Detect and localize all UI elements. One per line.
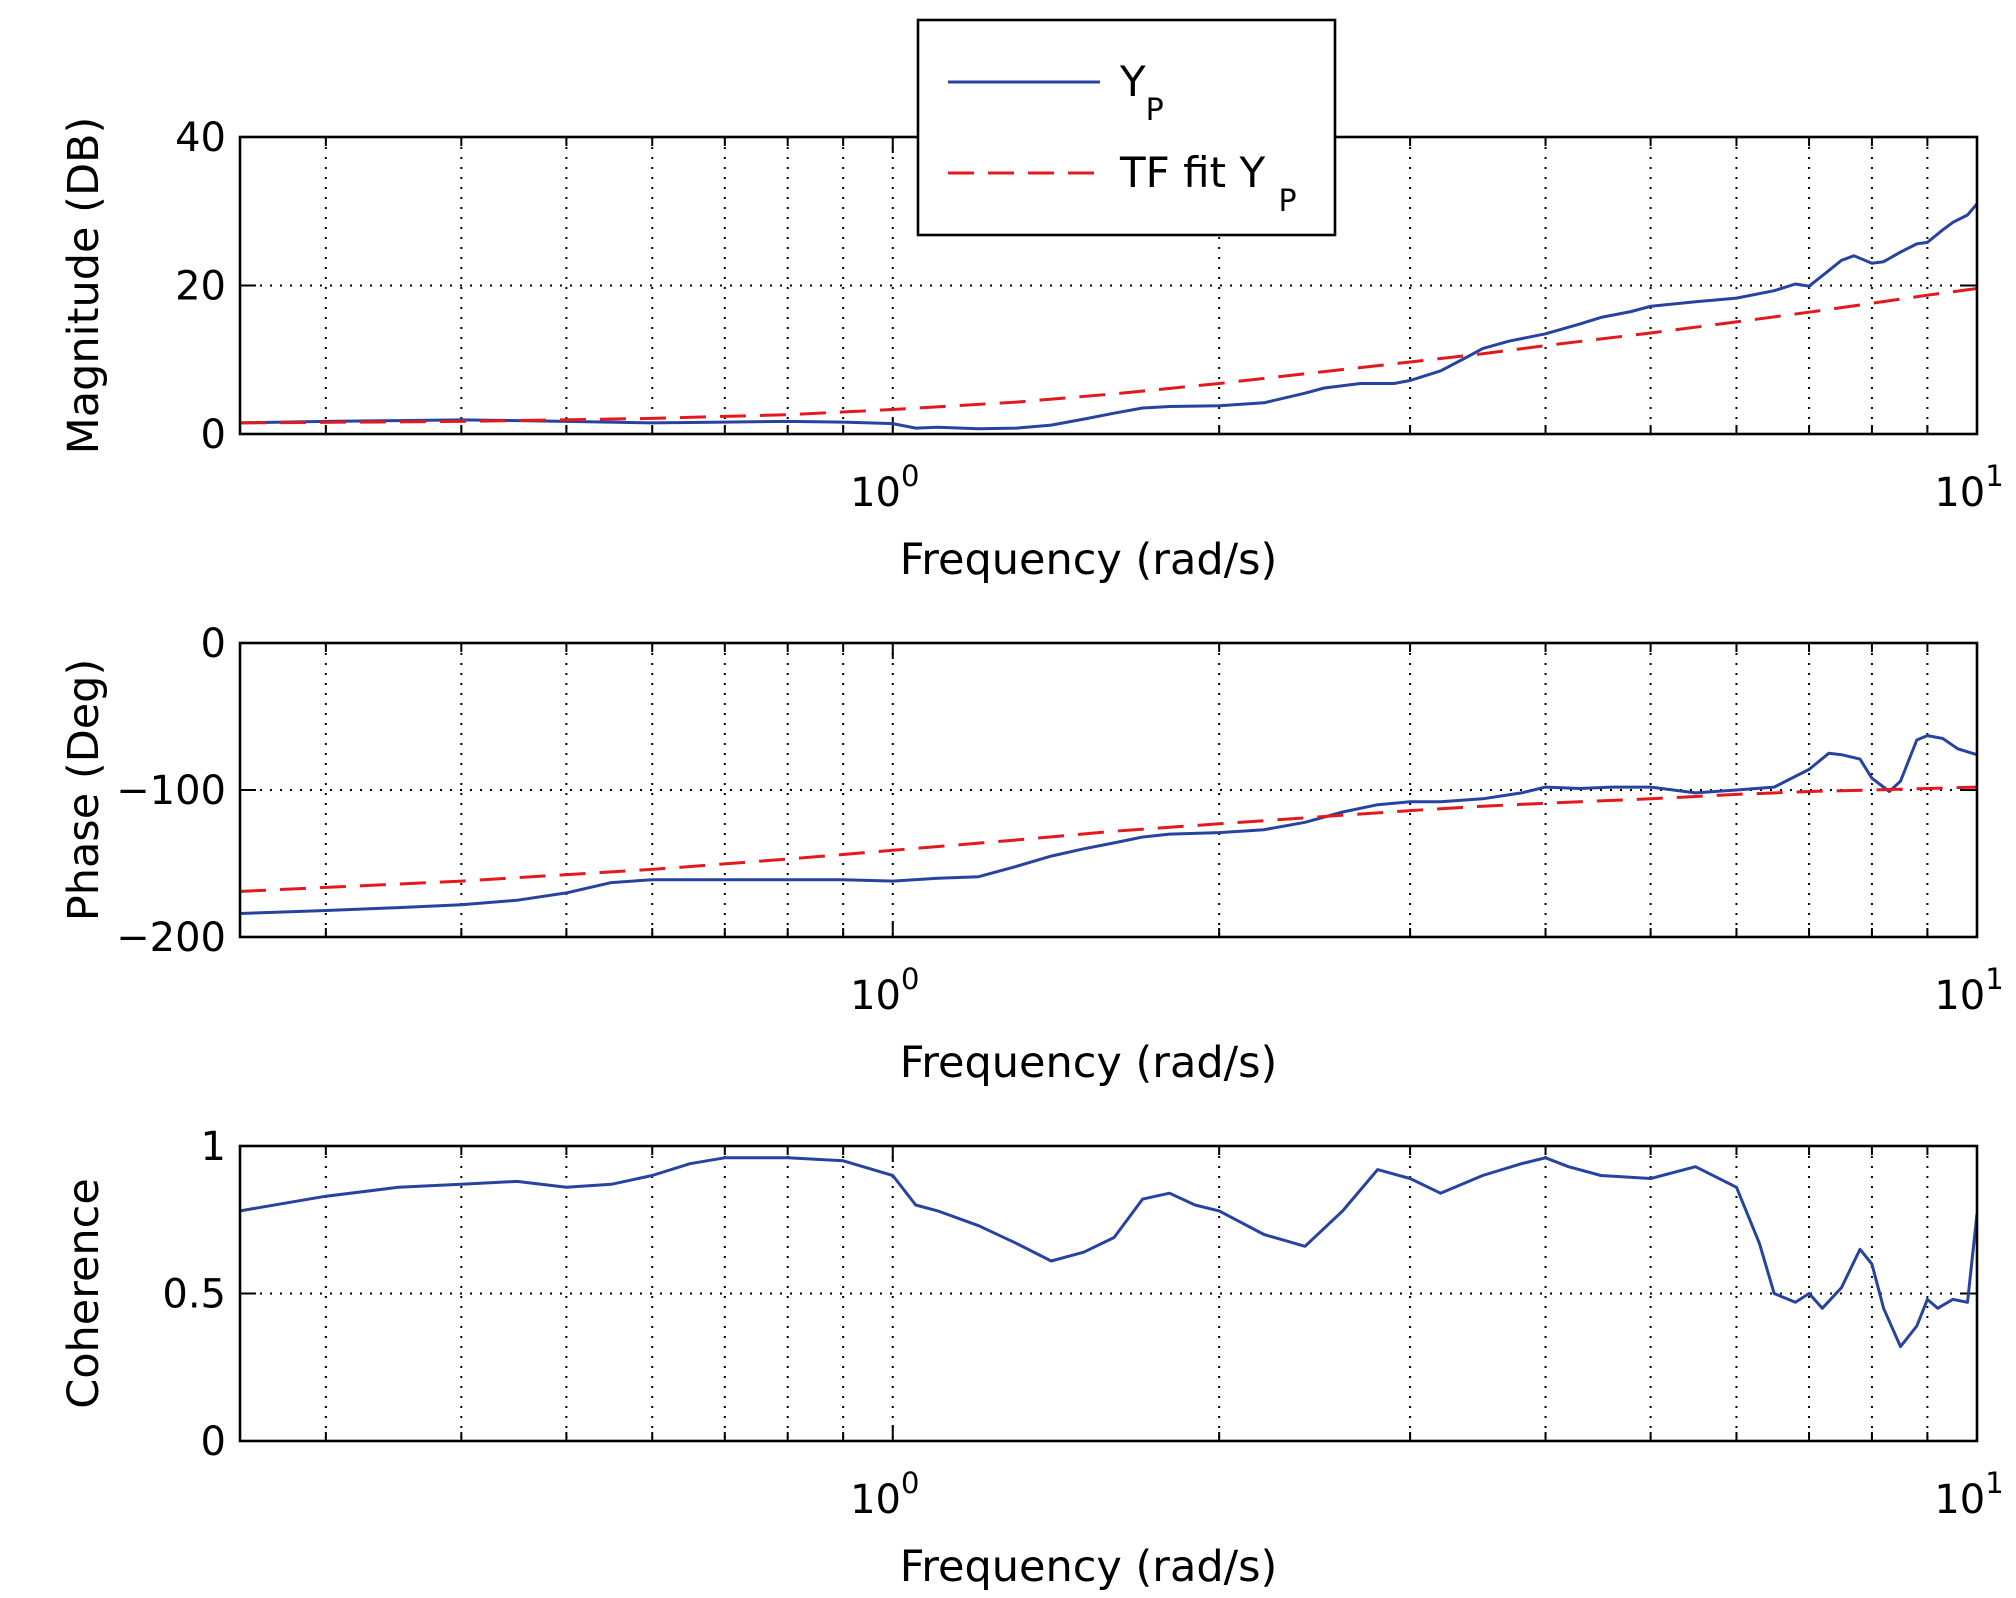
x-axis-title: Frequency (rad/s) [900, 535, 1278, 585]
coherence-frame [238, 1144, 1979, 1443]
y-tick-label: 0 [201, 1419, 226, 1465]
legend-entry-label: YP [1119, 57, 1164, 128]
yp-line [240, 734, 1977, 915]
y-axis-title: Phase (Deg) [59, 659, 109, 921]
legend: YP TF fit Y P [916, 18, 1337, 237]
coherence-axes: 0 0.5 1 100 101 Frequency (rad/s) Coherence [59, 1124, 2004, 1592]
x-tick-label: 100 [850, 459, 919, 516]
y-axis-title: Coherence [59, 1178, 109, 1409]
phase-axes: −200 −100 0 100 101 Frequency (rad/s) Phase (D… [59, 621, 2004, 1088]
tf-fit-line [240, 785, 1977, 893]
legend-box [916, 18, 1337, 237]
magnitude-axes: 0 20 40 100 101 Frequency (rad/s) Magnitude (D… [59, 115, 2004, 585]
x-tick-label: 101 [1934, 962, 2003, 1019]
phase-frame [238, 641, 1979, 939]
y-tick-label: −200 [116, 915, 226, 961]
x-tick-label: 100 [850, 962, 919, 1019]
y-tick-label: −100 [116, 768, 226, 814]
x-axis-title: Frequency (rad/s) [900, 1542, 1278, 1592]
legend-entry-label: TF fit Y P [1119, 148, 1297, 219]
x-tick-label: 101 [1934, 1466, 2003, 1523]
x-axis-title: Frequency (rad/s) [900, 1038, 1278, 1088]
y-tick-label: 0.5 [162, 1272, 226, 1318]
tf-fit-line [240, 287, 1977, 425]
y-tick-label: 40 [175, 115, 226, 161]
y-axis-title: Magnitude (DB) [59, 117, 109, 455]
yp-line [240, 202, 1977, 431]
y-tick-label: 20 [175, 264, 226, 310]
y-tick-label: 0 [201, 621, 226, 667]
x-tick-label: 101 [1934, 459, 2003, 516]
y-tick-label: 1 [201, 1124, 226, 1170]
yp-line [240, 1156, 1977, 1349]
y-tick-label: 0 [201, 412, 226, 458]
x-tick-label: 100 [850, 1466, 919, 1523]
